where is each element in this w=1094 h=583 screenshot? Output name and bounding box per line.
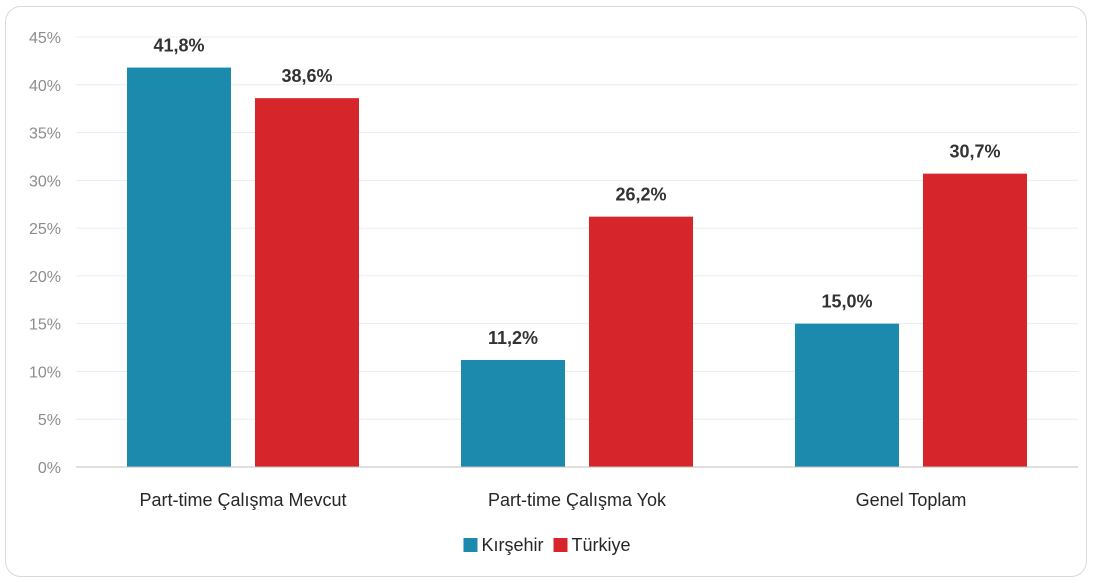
y-tick-label: 30% bbox=[29, 173, 61, 190]
x-category-label: Part-time Çalışma Mevcut bbox=[139, 490, 346, 510]
data-label: 26,2% bbox=[615, 185, 666, 205]
bar-turkiye-2 bbox=[923, 173, 1027, 467]
y-tick-label: 0% bbox=[38, 460, 61, 477]
bars bbox=[127, 67, 1027, 468]
bar-kirsehir-0 bbox=[127, 67, 231, 468]
bar-turkiye-0 bbox=[255, 98, 359, 468]
legend: Kırşehir Türkiye bbox=[463, 535, 631, 555]
legend-item-kirsehir: Kırşehir bbox=[463, 535, 544, 555]
legend-label: Kırşehir bbox=[481, 535, 543, 555]
data-label: 41,8% bbox=[153, 36, 204, 56]
bar-kirsehir-2 bbox=[795, 323, 899, 467]
data-label: 15,0% bbox=[821, 292, 872, 312]
y-tick-label: 20% bbox=[29, 269, 61, 286]
data-labels: 41,8% 38,6% 11,2% 26,2% 15,0% 30,7% bbox=[153, 36, 1000, 348]
y-tick-label: 25% bbox=[29, 221, 61, 238]
x-axis-categories: Part-time Çalışma Mevcut Part-time Çalışm… bbox=[139, 490, 966, 510]
data-label: 11,2% bbox=[488, 328, 538, 348]
y-tick-label: 15% bbox=[29, 317, 61, 334]
y-tick-label: 35% bbox=[29, 126, 61, 143]
bar-kirsehir-1 bbox=[461, 359, 565, 467]
y-tick-label: 5% bbox=[38, 412, 61, 429]
x-category-label: Genel Toplam bbox=[856, 490, 967, 510]
legend-item-turkiye: Türkiye bbox=[553, 535, 631, 555]
y-tick-label: 40% bbox=[29, 78, 61, 95]
x-category-label: Part-time Çalışma Yok bbox=[488, 490, 667, 510]
data-label: 30,7% bbox=[949, 142, 1000, 162]
gridlines bbox=[76, 36, 1078, 420]
data-label: 38,6% bbox=[281, 66, 332, 86]
legend-label: Türkiye bbox=[572, 535, 631, 555]
y-tick-label: 10% bbox=[29, 364, 61, 381]
bar-turkiye-1 bbox=[589, 216, 693, 467]
legend-swatch bbox=[463, 538, 478, 552]
y-tick-label: 45% bbox=[29, 30, 61, 47]
y-axis-ticks: 0% 5% 10% 15% 20% 25% 30% 35% 40% 45% bbox=[29, 30, 61, 477]
legend-swatch bbox=[553, 538, 568, 552]
